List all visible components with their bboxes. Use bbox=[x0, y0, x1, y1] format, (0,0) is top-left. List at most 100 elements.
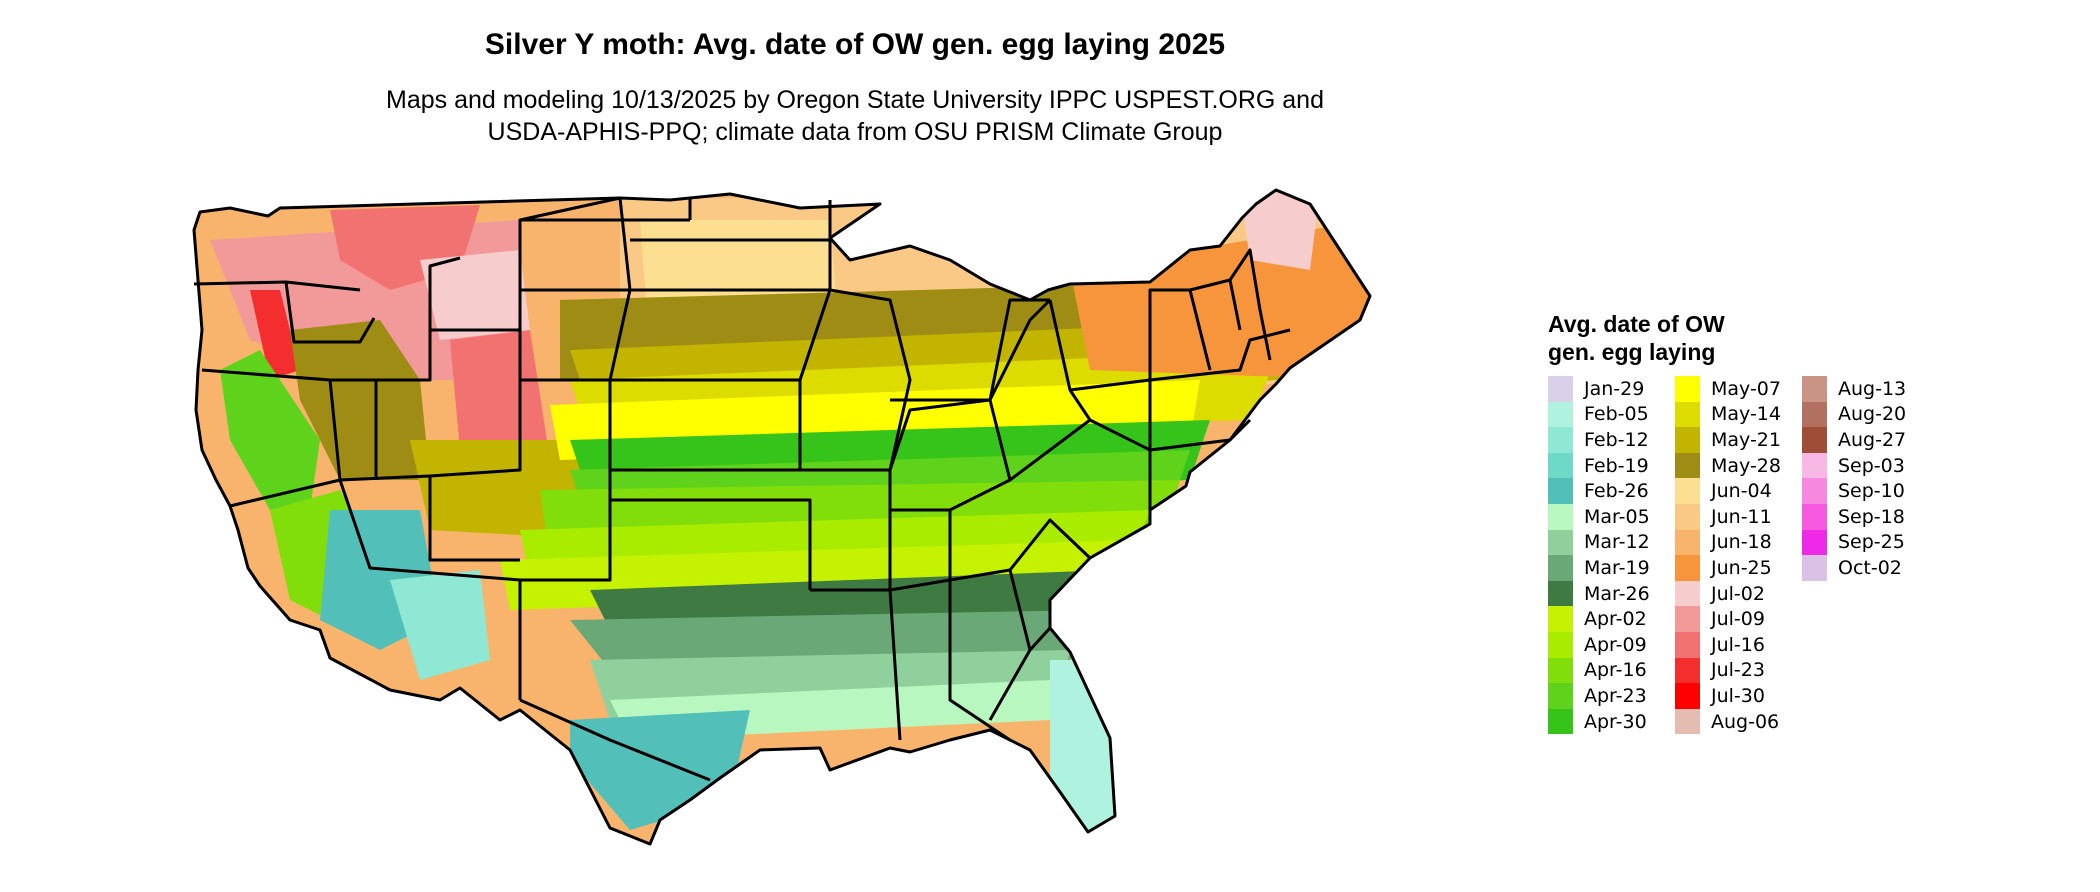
map-band-california-valley bbox=[220, 350, 320, 510]
legend-label: Jul-30 bbox=[1711, 684, 1765, 707]
legend-columns: Jan-29 Feb-05 Feb-12 Feb-19 Feb-26 Mar-05 Mar-… bbox=[1548, 376, 1929, 735]
legend-label: Feb-26 bbox=[1584, 480, 1649, 503]
legend-swatch bbox=[1548, 580, 1573, 607]
legend-label: Sep-25 bbox=[1838, 531, 1905, 554]
legend-label: Mar-05 bbox=[1584, 505, 1650, 528]
legend-label: Jul-09 bbox=[1711, 608, 1765, 631]
legend-label: Aug-27 bbox=[1838, 428, 1907, 451]
legend-label: Sep-03 bbox=[1838, 454, 1905, 477]
legend-swatch bbox=[1675, 631, 1700, 658]
state-borders-central bbox=[519, 198, 1152, 782]
legend-swatch bbox=[1675, 503, 1700, 530]
legend-item: Mar-12 bbox=[1548, 529, 1675, 556]
legend-label: Jan-29 bbox=[1584, 377, 1645, 400]
legend-item: Feb-12 bbox=[1548, 427, 1675, 453]
legend-swatch bbox=[1548, 503, 1573, 530]
state-borders-east bbox=[890, 248, 1291, 571]
legend-swatch bbox=[1802, 478, 1827, 504]
legend-item: Jun-25 bbox=[1675, 555, 1802, 581]
legend-swatch bbox=[1548, 683, 1573, 709]
legend-swatch bbox=[1548, 401, 1573, 428]
legend-swatch bbox=[1548, 376, 1573, 402]
legend-item: Feb-26 bbox=[1548, 478, 1675, 504]
legend-swatch bbox=[1548, 478, 1573, 504]
legend-swatch bbox=[1675, 657, 1700, 684]
legend-label: Jun-11 bbox=[1711, 505, 1772, 528]
legend-item: Sep-18 bbox=[1802, 503, 1929, 530]
legend-swatch bbox=[1802, 376, 1827, 402]
legend-item: Aug-13 bbox=[1802, 376, 1929, 402]
legend-swatch bbox=[1802, 555, 1827, 581]
legend-item: Apr-16 bbox=[1548, 657, 1675, 684]
legend-label: Aug-13 bbox=[1838, 377, 1907, 400]
legend-label: Sep-18 bbox=[1838, 505, 1905, 528]
legend-label: Feb-12 bbox=[1584, 428, 1649, 451]
legend-item: Jul-23 bbox=[1675, 657, 1802, 684]
legend-column: May-07 May-14 May-21 May-28 Jun-04 Jun-11 Jun-… bbox=[1675, 376, 1802, 735]
legend-label: Apr-02 bbox=[1584, 608, 1647, 631]
legend-swatch bbox=[1675, 529, 1700, 556]
legend-item: Sep-10 bbox=[1802, 478, 1929, 504]
legend-label: Jul-16 bbox=[1711, 633, 1765, 656]
legend-swatch bbox=[1802, 452, 1827, 479]
legend-swatch bbox=[1548, 708, 1573, 735]
legend-swatch bbox=[1548, 631, 1573, 658]
legend-item: Aug-06 bbox=[1675, 708, 1802, 735]
legend-label: Jul-02 bbox=[1711, 582, 1765, 605]
map-band-great-basin bbox=[290, 320, 430, 480]
legend-label: Apr-23 bbox=[1584, 684, 1647, 707]
legend-swatch bbox=[1675, 427, 1700, 453]
legend-title: Avg. date of OW gen. egg laying bbox=[1548, 310, 1929, 366]
legend-label: Mar-12 bbox=[1584, 531, 1650, 554]
legend-item: Apr-02 bbox=[1548, 606, 1675, 632]
legend-item: Jul-30 bbox=[1675, 683, 1802, 709]
legend-item: Feb-05 bbox=[1548, 401, 1675, 428]
legend-item: Mar-19 bbox=[1548, 555, 1675, 581]
legend-swatch bbox=[1548, 555, 1573, 581]
legend-item: May-21 bbox=[1675, 427, 1802, 453]
legend-label: May-07 bbox=[1711, 377, 1781, 400]
legend-item: Apr-09 bbox=[1548, 631, 1675, 658]
legend-item: Sep-25 bbox=[1802, 529, 1929, 556]
map-band-feb-05 bbox=[1050, 660, 1150, 840]
us-egg-laying-map bbox=[192, 188, 1372, 846]
legend-item: Jun-11 bbox=[1675, 503, 1802, 530]
legend-label: Jun-04 bbox=[1711, 480, 1772, 503]
legend-swatch bbox=[1548, 657, 1573, 684]
legend-item: Aug-20 bbox=[1802, 401, 1929, 428]
legend-title-line-1: Avg. date of OW bbox=[1548, 311, 1725, 337]
legend-swatch bbox=[1675, 478, 1700, 504]
legend-column: Aug-13 Aug-20 Aug-27 Sep-03 Sep-10 Sep-18 Sep-… bbox=[1802, 376, 1929, 734]
legend-title-line-2: gen. egg laying bbox=[1548, 339, 1716, 365]
legend-item: Feb-19 bbox=[1548, 452, 1675, 479]
map-band-wyoming bbox=[420, 250, 530, 340]
legend-column: Jan-29 Feb-05 Feb-12 Feb-19 Feb-26 Mar-05 Mar-… bbox=[1548, 376, 1675, 735]
legend-item: Apr-23 bbox=[1548, 683, 1675, 709]
legend-item: Jul-02 bbox=[1675, 580, 1802, 607]
legend-label: Jun-25 bbox=[1711, 556, 1772, 579]
legend-label: Aug-06 bbox=[1711, 710, 1780, 733]
legend-swatch bbox=[1675, 683, 1700, 709]
legend-label: May-28 bbox=[1711, 454, 1781, 477]
legend-item: Mar-26 bbox=[1548, 580, 1675, 607]
legend-label: Mar-26 bbox=[1584, 582, 1650, 605]
legend-swatch bbox=[1675, 452, 1700, 479]
legend-label: Jun-18 bbox=[1711, 531, 1772, 554]
legend-item: May-07 bbox=[1675, 376, 1802, 402]
legend-swatch bbox=[1675, 555, 1700, 581]
legend-item: Jun-04 bbox=[1675, 478, 1802, 504]
legend-label: Apr-30 bbox=[1584, 710, 1647, 733]
legend-swatch bbox=[1802, 427, 1827, 453]
legend-label: Jul-23 bbox=[1711, 659, 1765, 682]
legend-swatch bbox=[1675, 376, 1700, 402]
legend-swatch bbox=[1675, 708, 1700, 735]
legend-item: Jul-16 bbox=[1675, 631, 1802, 658]
legend-item: Jun-18 bbox=[1675, 529, 1802, 556]
map-subtitle: Maps and modeling 10/13/2025 by Oregon S… bbox=[0, 84, 1710, 148]
legend-swatch bbox=[1802, 503, 1827, 530]
legend-item: Oct-02 bbox=[1802, 555, 1929, 581]
legend-item: Jul-09 bbox=[1675, 606, 1802, 632]
legend-item: Aug-27 bbox=[1802, 427, 1929, 453]
map-band-feb-26 bbox=[570, 710, 750, 830]
legend-label: Apr-16 bbox=[1584, 659, 1647, 682]
